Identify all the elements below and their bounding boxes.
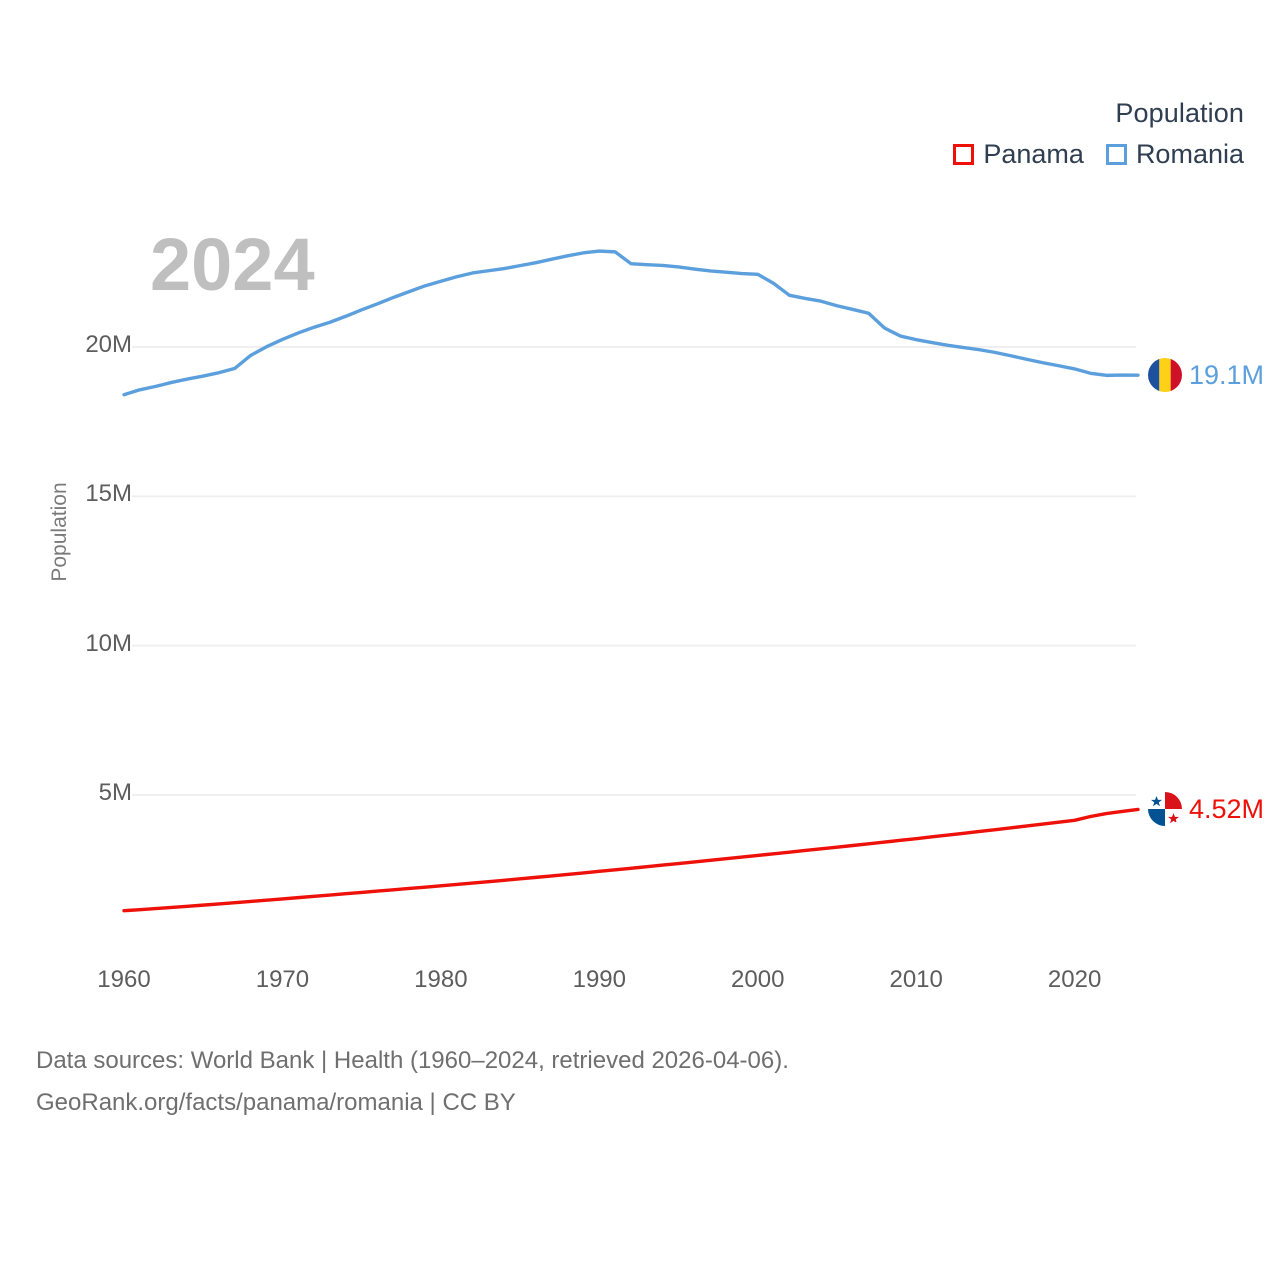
legend-item-romania[interactable]: Romania	[1105, 139, 1244, 169]
legend-swatch-romania-icon	[1105, 144, 1127, 165]
x-tick-label: 1990	[572, 966, 626, 993]
year-watermark: 2024	[150, 223, 315, 306]
footer-line-url: GeoRank.org/facts/panama/romania | CC BY	[36, 1089, 516, 1116]
series-lines	[122, 249, 1140, 913]
end-value-romania: 19.1M	[1189, 359, 1265, 390]
y-tick-label: 5M	[98, 779, 132, 806]
x-axis-ticks: 1960 1970 1980 1990 2000 2010 2020	[0, 966, 1280, 1006]
legend-label-panama: Panama	[983, 139, 1084, 169]
gridlines	[132, 346, 1136, 796]
x-tick-label: 2000	[731, 966, 785, 993]
series-line-romania	[122, 249, 1140, 397]
series-line-panama	[122, 807, 1140, 913]
y-tick-label: 15M	[85, 480, 132, 508]
chart-canvas	[122, 249, 1140, 913]
legend-title: Population	[1115, 98, 1244, 128]
y-axis-ticks: 5M 10M 15M 20M	[0, 0, 132, 1030]
end-label-panama: 4.52M	[1148, 792, 1265, 827]
panama-flag-icon	[1148, 792, 1182, 827]
footer-attribution: Data sources: World Bank | Health (1960–…	[36, 1040, 789, 1124]
romania-flag-icon	[1148, 358, 1182, 393]
x-tick-label: 2010	[889, 966, 943, 993]
x-tick-label: 2020	[1047, 966, 1102, 993]
x-tick-label: 1970	[255, 966, 310, 993]
y-tick-label: 20M	[85, 331, 132, 358]
end-label-romania: 19.1M	[1148, 358, 1265, 393]
legend-label-romania: Romania	[1135, 139, 1244, 169]
legend-swatch-panama-icon	[953, 144, 975, 165]
y-tick-label: 10M	[85, 629, 132, 657]
plot-area	[122, 249, 1140, 913]
x-tick-label: 1980	[414, 966, 468, 993]
legend-items: Panama Romania	[953, 140, 1244, 169]
chart-legend: Population Panama Romania	[953, 96, 1244, 169]
footer-line-sources: Data sources: World Bank | Health (1960–…	[36, 1047, 789, 1074]
legend-item-panama[interactable]: Panama	[953, 140, 1084, 169]
end-value-panama: 4.52M	[1189, 793, 1265, 824]
x-tick-label: 1960	[97, 966, 151, 993]
